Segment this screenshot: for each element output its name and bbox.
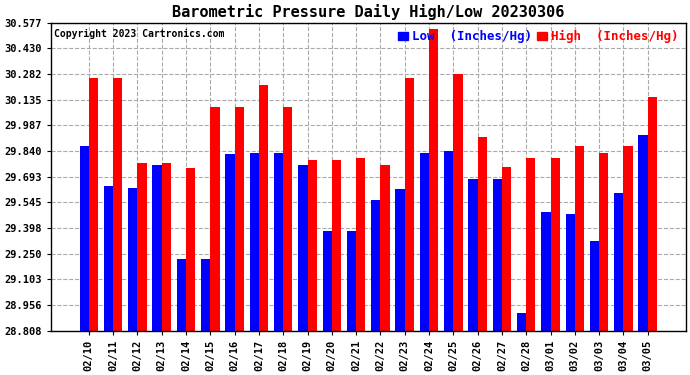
Bar — [551, 158, 560, 330]
Bar — [566, 214, 575, 330]
Bar — [395, 189, 405, 330]
Bar — [590, 242, 599, 330]
Bar — [614, 193, 624, 330]
Bar — [453, 74, 462, 330]
Bar — [128, 188, 137, 330]
Bar — [104, 186, 113, 330]
Bar — [332, 160, 341, 330]
Bar — [429, 29, 438, 330]
Bar — [493, 179, 502, 330]
Bar — [201, 259, 210, 330]
Bar — [541, 212, 551, 330]
Bar — [226, 154, 235, 330]
Bar — [502, 166, 511, 330]
Bar — [323, 231, 332, 330]
Bar — [259, 85, 268, 330]
Bar — [575, 146, 584, 330]
Bar — [298, 165, 308, 330]
Bar — [347, 231, 356, 330]
Bar — [235, 108, 244, 330]
Bar — [638, 135, 648, 330]
Bar — [161, 163, 171, 330]
Bar — [477, 137, 487, 330]
Text: Copyright 2023 Cartronics.com: Copyright 2023 Cartronics.com — [54, 29, 224, 39]
Bar — [250, 153, 259, 330]
Bar — [624, 146, 633, 330]
Bar — [79, 146, 89, 330]
Bar — [113, 78, 122, 330]
Legend: Low  (Inches/Hg), High  (Inches/Hg): Low (Inches/Hg), High (Inches/Hg) — [397, 29, 680, 45]
Bar — [526, 158, 535, 330]
Bar — [380, 165, 390, 330]
Bar — [308, 160, 317, 330]
Bar — [210, 108, 219, 330]
Bar — [283, 108, 293, 330]
Bar — [186, 168, 195, 330]
Bar — [599, 153, 609, 330]
Bar — [274, 153, 283, 330]
Bar — [469, 179, 477, 330]
Bar — [152, 165, 161, 330]
Bar — [648, 97, 657, 330]
Bar — [420, 153, 429, 330]
Bar — [371, 200, 380, 330]
Bar — [405, 78, 414, 330]
Title: Barometric Pressure Daily High/Low 20230306: Barometric Pressure Daily High/Low 20230… — [172, 4, 564, 20]
Bar — [137, 163, 147, 330]
Bar — [177, 259, 186, 330]
Bar — [517, 313, 526, 330]
Bar — [89, 78, 98, 330]
Bar — [356, 158, 365, 330]
Bar — [444, 151, 453, 330]
